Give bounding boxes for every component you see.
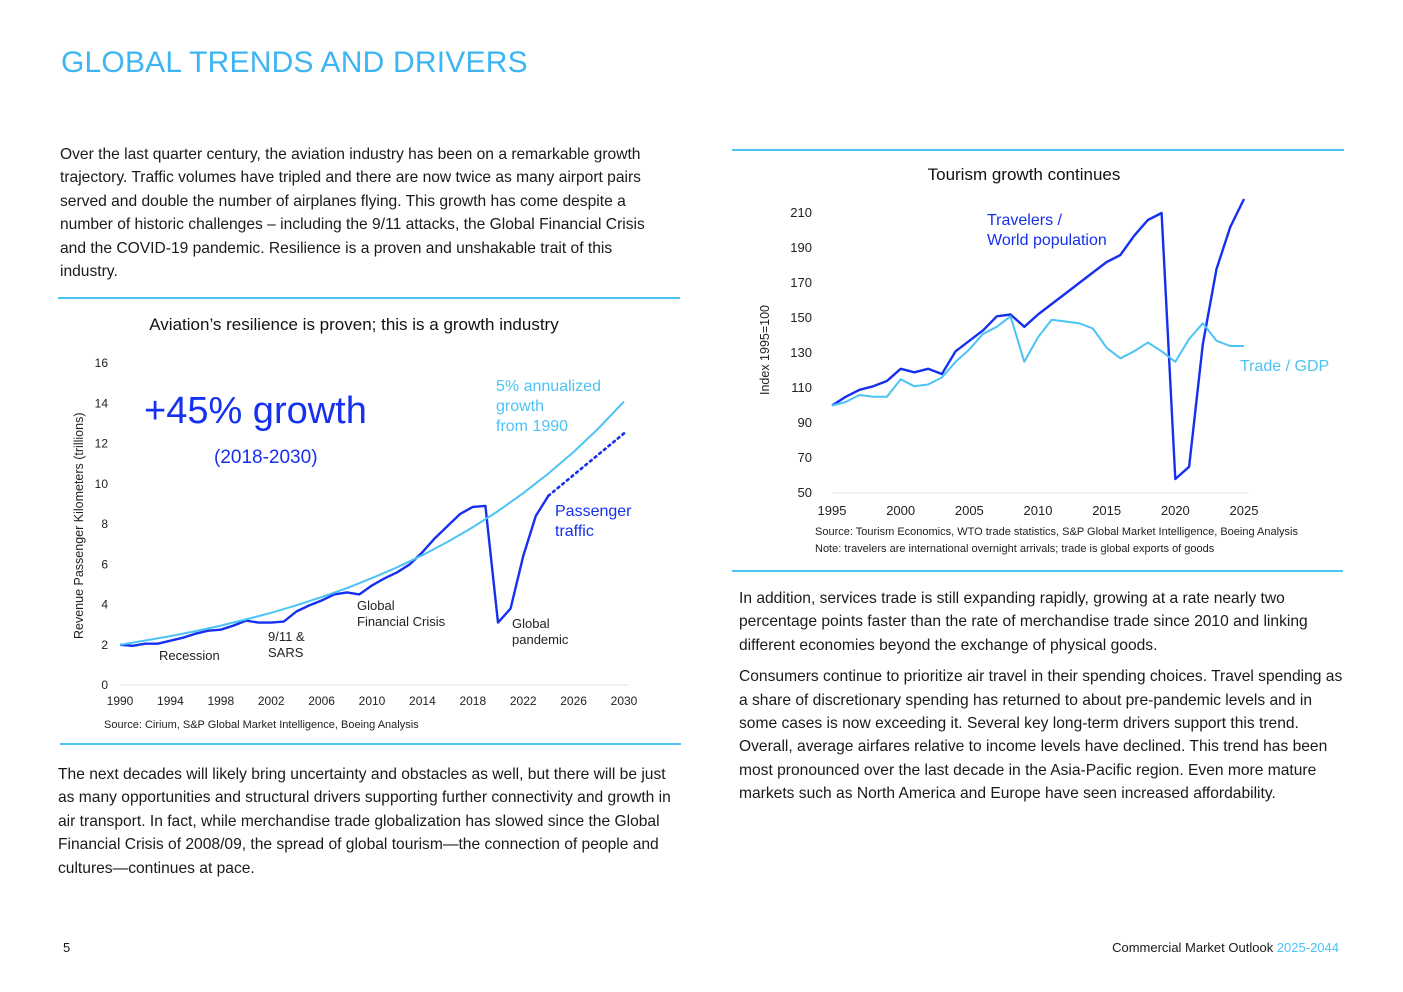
traffic-label-line: traffic	[555, 523, 594, 540]
y-tick-label: 14	[95, 396, 109, 410]
trend-label-line: from 1990	[496, 418, 569, 435]
x-tick-label: 2005	[955, 503, 984, 518]
series-line-passenger-traffic	[119, 495, 550, 647]
series-line-passenger-traffic-forecast	[547, 432, 626, 498]
chart2-plot: 50 70 90 110 130 150 170 190 210 1995 2000 2005 2010…	[790, 198, 1259, 518]
divider	[60, 743, 681, 745]
x-tick-label: 1998	[207, 694, 234, 708]
y-tick-label: 10	[95, 477, 109, 491]
y-tick-label: 90	[798, 415, 812, 430]
trend-label-line: 5% annualized	[496, 378, 601, 395]
chart1-title: Aviation’s resilience is proven; this is…	[149, 315, 559, 334]
traffic-label: Passenger traffic	[555, 502, 632, 542]
headline-growth: +45% growth	[144, 390, 367, 432]
x-tick-label: 2018	[459, 694, 486, 708]
travelers-label-line: World population	[987, 232, 1107, 249]
y-tick-label: 210	[790, 205, 812, 220]
travelers-label: Travelers / World population	[987, 211, 1107, 251]
annotation-line: SARS	[268, 645, 304, 660]
x-tick-label: 2010	[1024, 503, 1053, 518]
x-tick-label: 2026	[560, 694, 587, 708]
y-tick-label: 2	[101, 638, 108, 652]
y-tick-label: 12	[95, 437, 109, 451]
y-tick-label: 6	[101, 557, 108, 571]
x-tick-label: 1990	[107, 694, 134, 708]
annotation-line: Financial Crisis	[357, 614, 446, 629]
chart1-plot: 0 2 4 6 8 10 12 14 16 1990 1994 1998 2002 2006 2010 201…	[95, 356, 638, 708]
footer-publication: Commercial Market Outlook 2025-2044	[1112, 940, 1339, 955]
right-paragraph-1: In addition, services trade is still exp…	[739, 590, 1308, 654]
right-paragraph-2: Consumers continue to prioritize air tra…	[739, 668, 1343, 803]
annotation-line: Global	[357, 598, 395, 613]
trade-label: Trade / GDP	[1240, 358, 1330, 375]
x-tick-label: 2022	[510, 694, 537, 708]
x-tick-label: 2020	[1161, 503, 1190, 518]
divider	[732, 149, 1344, 151]
y-tick-label: 110	[791, 380, 812, 395]
page-title: GLOBAL TRENDS AND DRIVERS	[61, 46, 528, 79]
series-line-trade-gdp	[831, 315, 1244, 407]
annotation-line: 9/11 &	[268, 629, 305, 644]
x-tick-label: 2002	[258, 694, 285, 708]
y-tick-label: 0	[101, 678, 108, 692]
annotation-line: Global	[512, 616, 550, 631]
x-tick-label: 1994	[157, 694, 184, 708]
chart2-source: Source: Tourism Economics, WTO trade sta…	[815, 526, 1298, 538]
bottom-left-paragraph: The next decades will likely bring uncer…	[58, 766, 671, 877]
travelers-label-line: Travelers /	[987, 212, 1062, 229]
x-tick-label: 2014	[409, 694, 436, 708]
y-tick-label: 8	[101, 517, 108, 531]
publication-years: 2025-2044	[1276, 940, 1339, 955]
y-tick-label: 170	[790, 275, 812, 290]
sars-annotation: 9/11 & SARS	[268, 629, 305, 661]
chart1-source: Source: Cirium, S&P Global Market Intell…	[104, 719, 419, 731]
divider	[732, 570, 1343, 572]
x-tick-label: 2025	[1230, 503, 1259, 518]
publication-name: Commercial Market Outlook	[1112, 940, 1274, 955]
x-tick-label: 2015	[1092, 503, 1121, 518]
series-line-travelers-world-population	[831, 198, 1246, 481]
y-tick-label: 130	[790, 345, 812, 360]
x-tick-label: 2006	[308, 694, 335, 708]
traffic-label-line: Passenger	[555, 503, 632, 520]
trend-label: 5% annualized growth from 1990	[496, 377, 601, 437]
x-tick-label: 2010	[359, 694, 386, 708]
x-tick-label: 1995	[818, 503, 847, 518]
y-tick-label: 50	[798, 485, 812, 500]
series-line-5-annualized-growth-from-1990	[119, 400, 625, 646]
annotation-line: pandemic	[512, 632, 569, 647]
gfc-annotation: Global Financial Crisis	[357, 598, 445, 630]
headline-period: (2018-2030)	[214, 447, 318, 468]
y-tick-label: 70	[798, 450, 812, 465]
intro-paragraph: Over the last quarter century, the aviat…	[60, 146, 645, 281]
y-tick-label: 16	[95, 356, 109, 370]
y-tick-label: 150	[790, 310, 812, 325]
x-tick-label: 2000	[886, 503, 915, 518]
chart2-title: Tourism growth continues	[927, 165, 1121, 184]
chart2-note: Note: travelers are international overni…	[815, 543, 1215, 555]
recession-annotation: Recession	[159, 648, 220, 663]
y-tick-label: 4	[101, 598, 108, 612]
right-paragraphs: In addition, services trade is still exp…	[739, 587, 1342, 814]
divider	[58, 297, 680, 299]
x-tick-label: 2030	[611, 694, 638, 708]
pandemic-annotation: Global pandemic	[512, 616, 568, 648]
y-tick-label: 190	[790, 240, 812, 255]
trend-label-line: growth	[496, 398, 545, 415]
page-number: 5	[63, 940, 71, 955]
